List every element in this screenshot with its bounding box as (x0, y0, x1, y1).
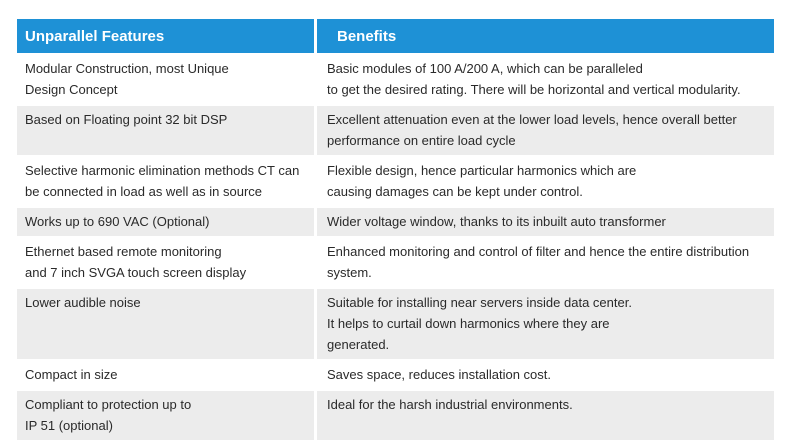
feature-cell: Ethernet based remote monitoring and 7 in… (17, 238, 314, 287)
benefit-text: Flexible design, hence particular harmon… (327, 163, 637, 178)
feature-text: Compliant to protection up to (25, 397, 192, 412)
benefit-cell: Excellent attenuation even at the lower … (314, 106, 774, 155)
benefit-cell: Flexible design, hence particular harmon… (314, 157, 774, 206)
feature-text: Works up to 690 VAC (Optional) (25, 214, 210, 229)
benefit-text: to get the desired rating. There will be… (327, 82, 741, 97)
header-benefits: Benefits (314, 19, 774, 53)
benefit-text: Basic modules of 100 A/200 A, which can … (327, 61, 643, 76)
table-row: Works up to 690 VAC (Optional) Wider volt… (17, 206, 774, 236)
feature-text: be connected in load as well as in sourc… (25, 184, 263, 199)
header-features: Unparallel Features (25, 28, 165, 45)
benefit-text: Ideal for the harsh industrial environme… (327, 397, 573, 412)
benefit-cell: Basic modules of 100 A/200 A, which can … (314, 55, 774, 104)
benefit-text: system. (327, 265, 372, 280)
feature-cell: Based on Floating point 32 bit DSP (17, 106, 314, 155)
table-header: Unparallel Features Benefits (17, 19, 774, 53)
feature-text: IP 51 (optional) (25, 418, 113, 433)
benefit-cell: Wider voltage window, thanks to its inbu… (314, 208, 774, 236)
benefit-text: generated. (327, 337, 390, 352)
feature-cell: Works up to 690 VAC (Optional) (17, 208, 314, 236)
table-row: Selective harmonic elimination methods C… (17, 155, 774, 206)
benefit-cell: Enhanced monitoring and control of filte… (314, 238, 774, 287)
table-row: Based on Floating point 32 bit DSP Excell… (17, 104, 774, 155)
feature-text: Compact in size (25, 367, 118, 382)
benefit-cell: Ideal for the harsh industrial environme… (314, 391, 774, 440)
benefit-cell: Suitable for installing near servers ins… (314, 289, 774, 359)
table-row: Lower audible noise Suitable for installi… (17, 287, 774, 359)
benefit-text: Excellent attenuation even at the lower … (327, 112, 737, 127)
feature-cell: Compliant to protection up to IP 51 (opti… (17, 391, 314, 440)
benefit-text: causing damages can be kept under contro… (327, 184, 583, 199)
table-row: Ethernet based remote monitoring and 7 in… (17, 236, 774, 287)
table-row: Compliant to protection up to IP 51 (opti… (17, 389, 774, 440)
benefit-text: Enhanced monitoring and control of filte… (327, 244, 750, 259)
feature-text: Lower audible noise (25, 295, 141, 310)
benefit-cell: Saves space, reduces installation cost. (314, 361, 774, 389)
feature-cell: Lower audible noise (17, 289, 314, 359)
benefit-text: Wider voltage window, thanks to its inbu… (327, 214, 666, 229)
benefit-text: It helps to curtail down harmonics where… (327, 316, 610, 331)
feature-cell: Modular Construction, most Unique Design … (17, 55, 314, 104)
feature-text: Ethernet based remote monitoring (25, 244, 222, 259)
table-body: Modular Construction, most Unique Design … (17, 53, 774, 440)
benefit-text: Suitable for installing near servers ins… (327, 295, 632, 310)
feature-text: and 7 inch SVGA touch screen display (25, 265, 247, 280)
features-benefits-table: Unparallel Features Benefits Modular Con… (17, 19, 774, 440)
feature-text: Modular Construction, most Unique (25, 61, 229, 76)
feature-text: Selective harmonic elimination methods C… (25, 163, 300, 178)
feature-cell: Selective harmonic elimination methods C… (17, 157, 314, 206)
feature-text: Design Concept (25, 82, 118, 97)
table-row: Compact in size Saves space, reduces inst… (17, 359, 774, 389)
table-row: Modular Construction, most Unique Design … (17, 53, 774, 104)
feature-text: Based on Floating point 32 bit DSP (25, 112, 228, 127)
benefit-text: Saves space, reduces installation cost. (327, 367, 552, 382)
feature-cell: Compact in size (17, 361, 314, 389)
benefit-text: performance on entire load cycle (327, 133, 516, 148)
